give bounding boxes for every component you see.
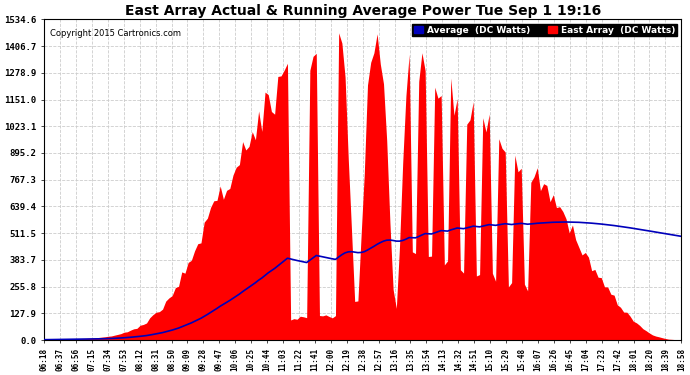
Text: Copyright 2015 Cartronics.com: Copyright 2015 Cartronics.com	[50, 29, 181, 38]
Title: East Array Actual & Running Average Power Tue Sep 1 19:16: East Array Actual & Running Average Powe…	[125, 4, 601, 18]
Legend: Average  (DC Watts), East Array  (DC Watts): Average (DC Watts), East Array (DC Watts…	[412, 24, 677, 36]
